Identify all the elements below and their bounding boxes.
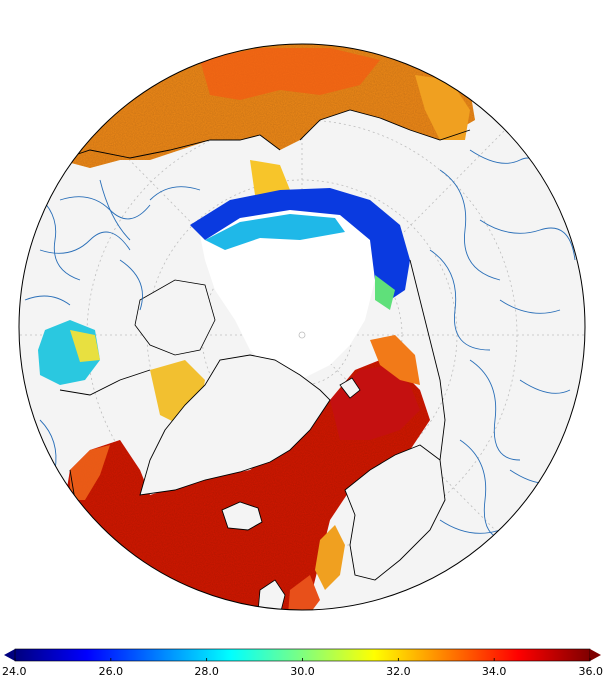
ocean-hudson-yellow — [70, 330, 100, 362]
ocean-atlantic-orange-edge — [70, 445, 110, 500]
colorbar-tick-label: 36.0 — [579, 665, 604, 678]
land-greenland — [139, 354, 331, 496]
colorbar-tick-label: 30.0 — [290, 665, 315, 678]
ocean-arctic-fresh-band — [190, 188, 410, 300]
land-iceland — [221, 501, 263, 531]
ocean-kara-green — [375, 275, 395, 310]
land-scandinavia — [344, 444, 446, 581]
land-canadian-archipelago — [134, 279, 216, 356]
colorbar-tick-label: 28.0 — [194, 665, 219, 678]
ocean-barents-orange — [370, 335, 420, 385]
map-border — [18, 43, 586, 611]
ocean-baltic — [315, 525, 345, 590]
colorbar-tick-label: 24.0 — [2, 665, 27, 678]
colorbar-tick-label: 26.0 — [99, 665, 124, 678]
colorbar-tick-label: 34.0 — [482, 665, 507, 678]
land-british-isles — [257, 579, 286, 610]
arctic-sea-ice — [200, 205, 375, 380]
ocean-arctic-cyan — [205, 214, 345, 250]
north-pole-marker — [298, 331, 306, 339]
colorbar-low-extend — [4, 649, 15, 661]
ocean-pacific-core — [200, 48, 380, 100]
land-svalbard — [339, 377, 361, 399]
colorbar-tick-label: 32.0 — [386, 665, 411, 678]
ocean-north-sea — [288, 575, 320, 610]
colorbar-ticks: 24.0 26.0 28.0 30.0 32.0 34.0 36.0 — [2, 658, 603, 678]
colorbar-high-extend — [590, 649, 601, 661]
ocean-okhotsk — [415, 75, 470, 140]
colorbar: 24.0 26.0 28.0 30.0 32.0 34.0 36.0 — [2, 648, 603, 678]
